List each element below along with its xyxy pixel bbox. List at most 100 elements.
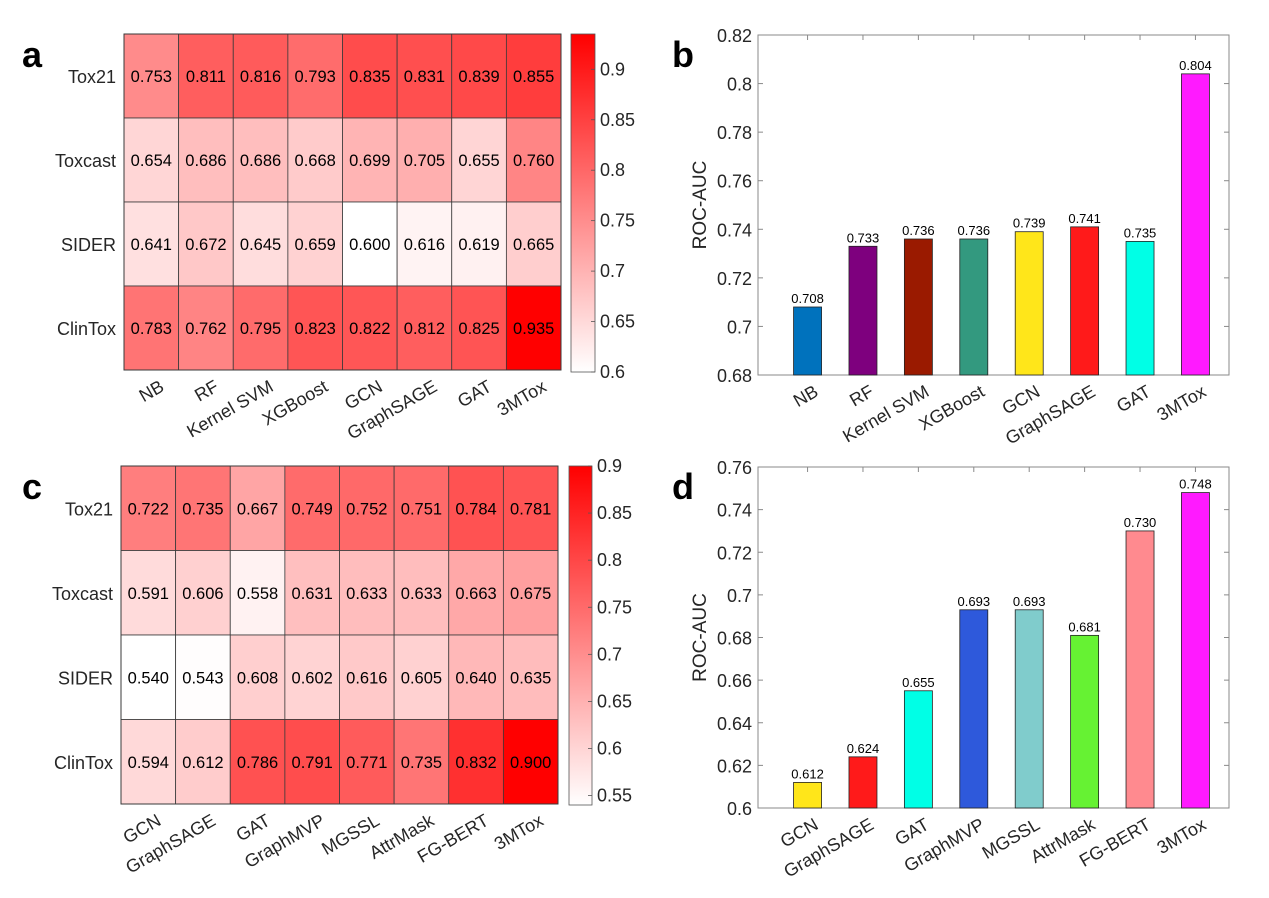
bar-chart-panel-b: 0.68 0.7 0.72 0.74 0.76 0.78 0.8 0.82 ROC-AUC 0.7…	[690, 26, 1230, 448]
cell-value-label: 0.641	[131, 236, 172, 254]
colorbar-tick-label: 0.6	[600, 362, 625, 382]
cell-value-label: 0.605	[401, 669, 442, 687]
heatmap-panel-c: 0.722 0.735 0.667 0.749 0.752 0.751 0.784 0.781…	[52, 456, 632, 877]
x-tick-label: 3MTox	[1154, 814, 1210, 858]
bar-chart-panel-d: 0.6 0.62 0.64 0.66 0.68 0.7 0.72 0.74 0.76 ROC-AU…	[690, 458, 1230, 881]
cell-value-label: 0.668	[295, 152, 336, 170]
y-axis-label: ROC-AUC	[690, 161, 711, 250]
heatmap-cell	[448, 719, 504, 805]
x-tick-label: RF	[846, 381, 877, 410]
bar-value-label: 0.804	[1179, 58, 1212, 73]
bar	[903, 690, 933, 809]
colorbar-tick-label: 0.9	[597, 456, 622, 476]
bar-value-label: 0.730	[1124, 515, 1157, 530]
cell-value-label: 0.667	[237, 500, 278, 518]
y-tick-label: 0.7	[727, 586, 752, 606]
colorbar-tick-label: 0.7	[597, 644, 622, 664]
cell-value-label: 0.735	[182, 500, 223, 518]
row-label: ClinTox	[57, 319, 116, 339]
panel-letter-c: c	[22, 466, 42, 507]
panel-letter-b: b	[672, 34, 694, 75]
heatmap-cell	[287, 33, 343, 119]
row-label: Tox21	[68, 67, 116, 87]
heatmap-cell	[229, 465, 286, 551]
cell-value-label: 0.663	[455, 585, 496, 603]
cell-value-label: 0.616	[404, 236, 445, 254]
cell-value-label: 0.602	[292, 669, 333, 687]
cell-value-label: 0.635	[510, 669, 551, 687]
bar	[1181, 73, 1210, 376]
heatmap-cell	[175, 719, 231, 805]
heatmap-cell	[342, 285, 398, 371]
bar	[1014, 609, 1044, 809]
y-tick-label: 0.78	[717, 123, 752, 143]
heatmap-cell	[123, 285, 180, 371]
cell-value-label: 0.608	[237, 669, 278, 687]
heatmap-cell	[287, 117, 343, 203]
heatmap-cell	[451, 285, 507, 371]
y-tick-label: 0.76	[717, 458, 752, 478]
cell-value-label: 0.616	[346, 669, 387, 687]
cell-value-label: 0.594	[128, 754, 169, 772]
cell-value-label: 0.771	[346, 754, 387, 772]
heatmap-cell	[284, 634, 340, 720]
heatmap-cell	[342, 201, 398, 287]
bar	[903, 238, 933, 376]
x-tick-label: 3MTox	[1154, 381, 1210, 425]
cell-value-label: 0.686	[185, 152, 226, 170]
colorbar-tick-label: 0.6	[597, 739, 622, 759]
y-tick-label: 0.7	[727, 317, 752, 337]
cell-value-label: 0.749	[292, 500, 333, 518]
cell-value-label: 0.823	[295, 320, 336, 338]
heatmap-cell	[123, 201, 180, 287]
cell-value-label: 0.839	[458, 68, 499, 86]
heatmap-cell	[448, 550, 504, 636]
bar-value-label: 0.736	[958, 223, 991, 238]
heatmap-cell	[396, 117, 453, 203]
cell-value-label: 0.751	[401, 500, 442, 518]
y-tick-label: 0.66	[717, 671, 752, 691]
panel-letter-a: a	[22, 34, 43, 75]
cell-value-label: 0.600	[349, 236, 390, 254]
row-label: ClinTox	[54, 753, 113, 773]
heatmap-cell	[287, 201, 343, 287]
cell-value-label: 0.612	[182, 754, 223, 772]
colorbar-tick-label: 0.55	[597, 786, 632, 806]
heatmap-cell	[178, 117, 234, 203]
heatmap-cell	[175, 550, 231, 636]
bar-value-label: 0.736	[902, 223, 935, 238]
cell-value-label: 0.831	[404, 68, 445, 86]
cell-value-label: 0.855	[513, 68, 554, 86]
y-tick-label: 0.68	[717, 366, 752, 386]
cell-value-label: 0.645	[240, 236, 281, 254]
cell-value-label: 0.631	[292, 585, 333, 603]
colorbar	[568, 465, 593, 806]
cell-value-label: 0.722	[128, 500, 169, 518]
cell-value-label: 0.655	[458, 152, 499, 170]
y-tick-label: 0.62	[717, 756, 752, 776]
y-tick-label: 0.6	[727, 799, 752, 819]
bar	[793, 306, 822, 376]
column-label: 3MTox	[494, 376, 550, 420]
row-label: Toxcast	[55, 151, 116, 171]
heatmap-cell	[178, 33, 234, 119]
bar	[959, 609, 989, 809]
cell-value-label: 0.822	[349, 320, 390, 338]
bar-value-label: 0.655	[902, 675, 935, 690]
bar	[959, 238, 989, 376]
cell-value-label: 0.699	[349, 152, 390, 170]
cell-value-label: 0.591	[128, 585, 169, 603]
cell-value-label: 0.835	[349, 68, 390, 86]
heatmap-frame	[120, 465, 559, 805]
heatmap-cell	[339, 550, 395, 636]
bar-value-label: 0.693	[958, 594, 991, 609]
cell-value-label: 0.812	[404, 320, 445, 338]
plot-frame	[757, 34, 1230, 376]
cell-value-label: 0.793	[295, 68, 336, 86]
heatmap-cell	[502, 634, 559, 720]
cell-value-label: 0.633	[401, 585, 442, 603]
y-tick-label: 0.76	[717, 172, 752, 192]
bar-value-label: 0.741	[1068, 211, 1101, 226]
colorbar	[570, 33, 596, 373]
y-tick-label: 0.74	[717, 220, 752, 240]
